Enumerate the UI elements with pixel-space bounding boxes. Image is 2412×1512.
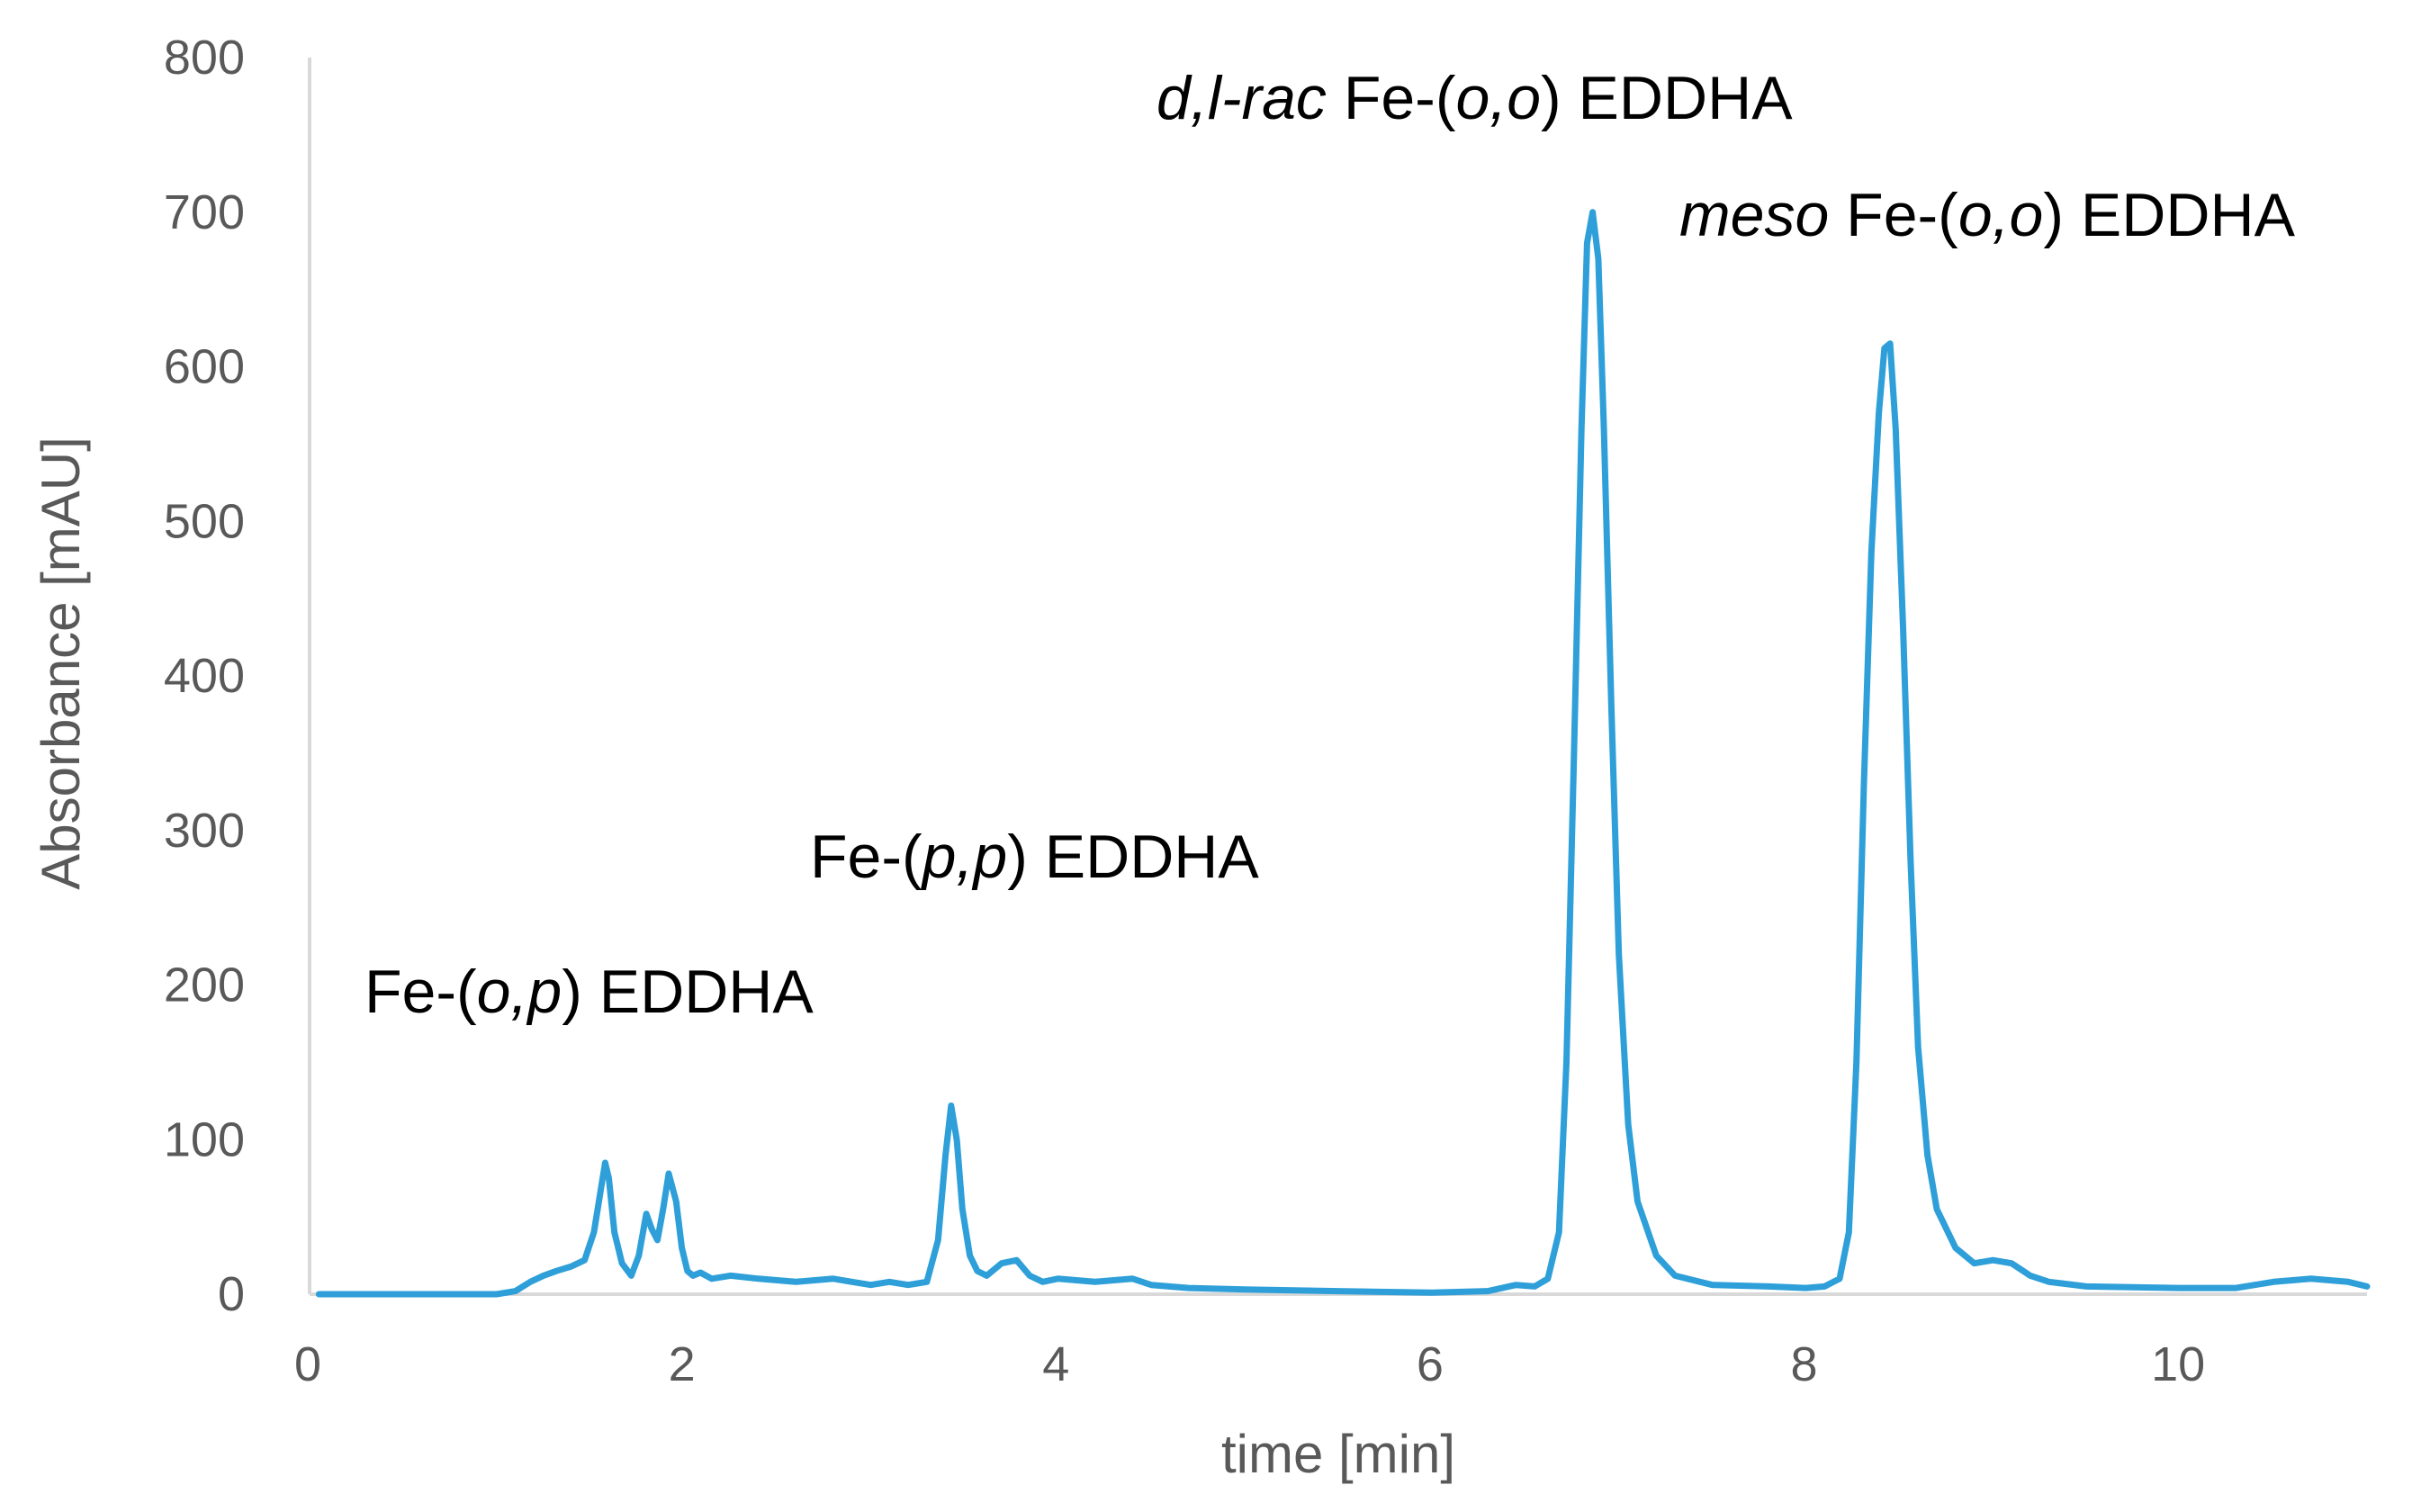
- annotation-rac-rest: ) EDDHA: [1541, 64, 1793, 132]
- y-tick-label: 800: [164, 31, 245, 85]
- annotation-op-plain: Fe-(: [364, 958, 477, 1026]
- y-axis-title: Absorbance [mAU]: [31, 436, 91, 890]
- y-tick-label: 300: [164, 804, 245, 858]
- x-tick-label: 4: [1042, 1337, 1069, 1391]
- annotation-dl-rac-fe-oo-eddha: d,l-rac Fe-(o,o) EDDHA: [1156, 64, 1793, 132]
- x-tick-label: 10: [2151, 1337, 2205, 1391]
- annotation-meso-italic: o,o: [1958, 181, 2044, 249]
- annotation-rac-lead: d,l-rac: [1156, 64, 1327, 132]
- annotation-meso-lead: meso: [1679, 181, 1829, 249]
- x-axis-ticks: 0 2 4 6 8 10: [294, 1337, 2205, 1391]
- annotation-rac-italic: o,o: [1455, 64, 1541, 132]
- y-tick-label: 0: [218, 1267, 245, 1321]
- x-tick-label: 2: [669, 1337, 696, 1391]
- annotation-pp-rest: ) EDDHA: [1007, 823, 1259, 891]
- x-tick-label: 0: [294, 1337, 321, 1391]
- annotation-meso-rest: ) EDDHA: [2043, 181, 2295, 249]
- annotation-pp-italic: p,p: [921, 823, 1008, 891]
- annotation-pp-plain: Fe-(: [810, 823, 922, 891]
- y-tick-label: 600: [164, 340, 245, 394]
- x-axis-title: time [min]: [1221, 1424, 1455, 1484]
- y-tick-label: 200: [164, 958, 245, 1012]
- y-tick-label: 500: [164, 494, 245, 548]
- y-axis-ticks: 0 100 200 300 400 500 600 700 800: [164, 31, 245, 1321]
- y-tick-label: 100: [164, 1112, 245, 1166]
- annotation-rac-plain: Fe-(: [1327, 64, 1456, 132]
- annotation-meso-plain: Fe-(: [1829, 181, 1958, 249]
- annotation-op-rest: ) EDDHA: [562, 958, 814, 1026]
- annotation-fe-op-eddha: Fe-(o,p) EDDHA: [364, 958, 814, 1026]
- absorbance-trace: [315, 209, 2371, 1298]
- annotation-fe-pp-eddha: Fe-(p,p) EDDHA: [810, 823, 1259, 891]
- x-tick-label: 6: [1417, 1337, 1444, 1391]
- y-tick-label: 400: [164, 649, 245, 703]
- y-tick-label: 700: [164, 185, 245, 239]
- annotation-meso-fe-oo-eddha: meso Fe-(o,o) EDDHA: [1679, 181, 2296, 249]
- annotation-op-italic: o,p: [477, 958, 562, 1026]
- x-tick-label: 8: [1791, 1337, 1818, 1391]
